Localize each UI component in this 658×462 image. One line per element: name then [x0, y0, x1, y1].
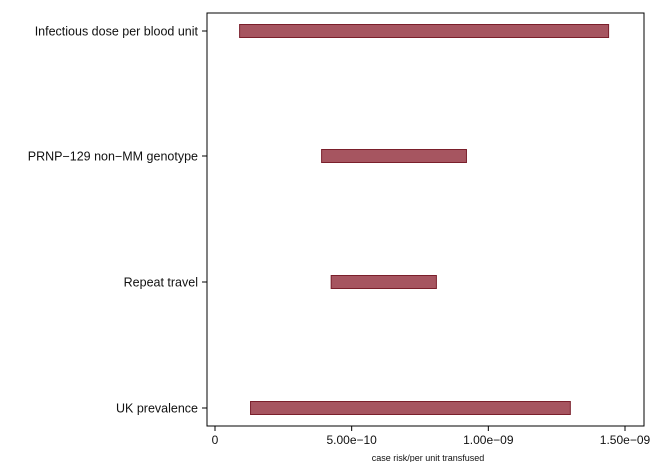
- category-label-1: PRNP−129 non−MM genotype: [28, 150, 198, 164]
- x-ticks-group: 0 5.00e−10 1.00e−09 1.50e−09: [212, 426, 651, 447]
- plot-area: [206, 12, 645, 427]
- category-label-2: Repeat travel: [124, 276, 198, 290]
- range-bar-2: [330, 275, 437, 289]
- range-bar-3: [250, 401, 571, 415]
- category-label-3: UK prevalence: [116, 402, 198, 416]
- range-bar-0: [239, 24, 610, 38]
- category-labels-group: Infectious dose per blood unit PRNP−129 n…: [28, 25, 207, 416]
- category-label-0: Infectious dose per blood unit: [35, 25, 199, 39]
- x-axis-title: case risk/per unit transfused: [372, 453, 485, 462]
- x-tick-label-1: 5.00e−10: [326, 433, 377, 447]
- x-tick-label-0: 0: [212, 433, 219, 447]
- x-tick-label-2: 1.00e−09: [463, 433, 514, 447]
- bars-group: [239, 24, 610, 415]
- x-tick-label-3: 1.50e−09: [600, 433, 651, 447]
- range-bar-1: [321, 149, 467, 163]
